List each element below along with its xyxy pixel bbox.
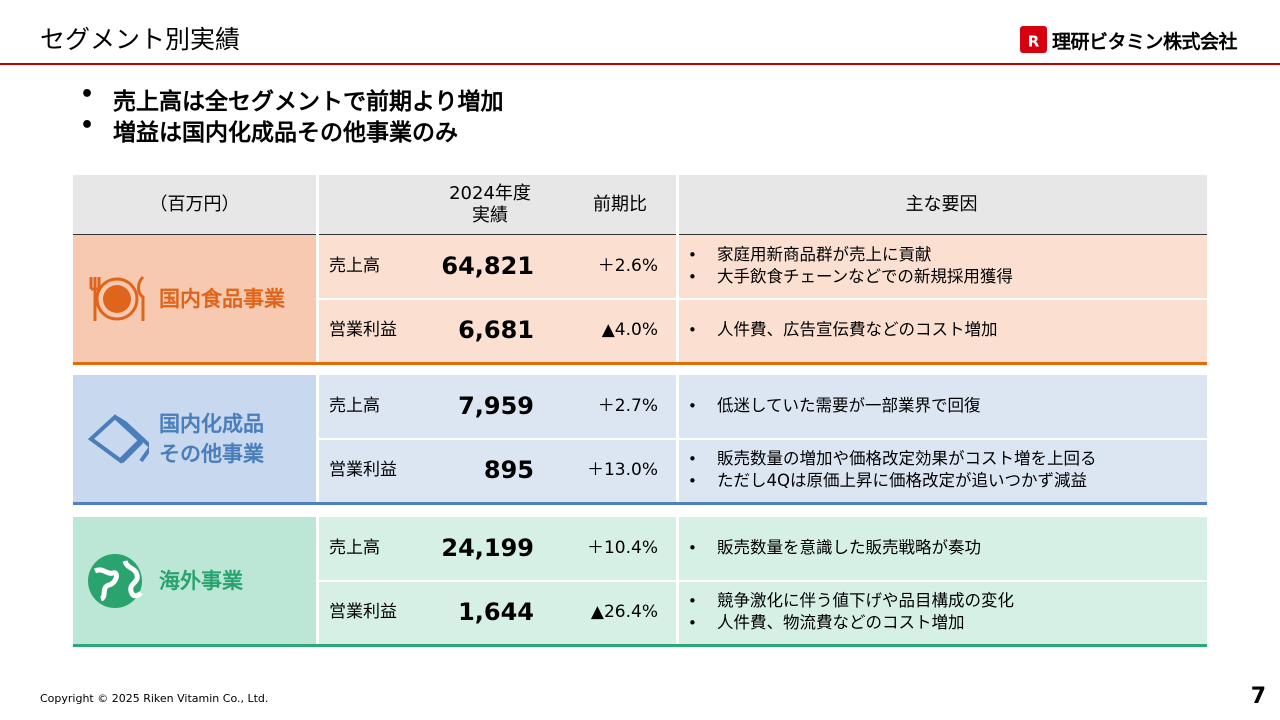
cell-divider: [316, 375, 319, 502]
reason-dot: •: [688, 614, 697, 632]
row-label: 売上高: [329, 538, 380, 558]
row-label: 売上高: [329, 396, 380, 416]
row-divider: [319, 298, 1207, 300]
row-value: 895: [483, 456, 534, 484]
row-change: ▲4.0%: [601, 320, 658, 340]
column-header: 実績: [472, 205, 508, 226]
segment-rule: [73, 644, 1207, 647]
row-change: ＋10.4%: [586, 538, 658, 558]
segment-name: 国内食品事業: [159, 286, 285, 311]
segment-name: 国内化成品: [159, 411, 264, 436]
row-divider: [319, 580, 1207, 582]
svg-text:R: R: [1028, 33, 1040, 51]
segment-name-cell: [73, 375, 316, 502]
segment-name: 海外事業: [159, 568, 243, 593]
header-divider: [316, 175, 319, 235]
row-label: 売上高: [329, 256, 380, 276]
header-divider: [676, 175, 679, 235]
segment-rule: [73, 362, 1207, 365]
title-rule: [0, 63, 1280, 65]
segment-icon: [89, 275, 145, 321]
row-change: ▲26.4%: [590, 602, 658, 622]
reason-dot: •: [688, 246, 697, 264]
column-header: 主な要因: [905, 194, 978, 215]
reason-text: 家庭用新商品群が売上に貢献: [717, 245, 932, 264]
logo-text: 理研ビタミン株式会社: [1052, 31, 1238, 53]
bullet-dot: •: [80, 113, 95, 138]
row-change: ＋2.7%: [597, 396, 658, 416]
reason-text: ただし4Qは原価上昇に価格改定が追いつかず減益: [717, 471, 1087, 490]
row-change: ＋13.0%: [586, 460, 658, 480]
row-divider: [319, 438, 1207, 440]
header-bg: [73, 175, 1207, 235]
reason-dot: •: [688, 321, 697, 339]
row-label: 営業利益: [329, 320, 397, 340]
reason-dot: •: [688, 539, 697, 557]
bullet-text: 売上高は全セグメントで前期より増加: [113, 89, 504, 115]
header-rule: [73, 234, 1207, 235]
row-change: ＋2.6%: [597, 256, 658, 276]
reason-text: 大手飲食チェーンなどでの新規採用獲得: [717, 267, 1013, 286]
bullet-text: 増益は国内化成品その他事業のみ: [113, 120, 458, 146]
segment-name: その他事業: [159, 441, 264, 466]
segment-rule: [73, 502, 1207, 505]
segment-icon: [88, 553, 143, 608]
reason-dot: •: [688, 592, 697, 610]
row-value: 7,959: [458, 392, 534, 420]
reason-text: 人件費、広告宣伝費などのコスト増加: [717, 320, 998, 339]
row-value: 24,199: [441, 534, 534, 562]
copyright: Copyright © 2025 Riken Vitamin Co., Ltd.: [40, 692, 269, 705]
column-header: （百万円）: [149, 194, 240, 215]
reason-dot: •: [688, 268, 697, 286]
reason-text: 人件費、物流費などのコスト増加: [717, 613, 965, 632]
slide-title: セグメント別実績: [40, 25, 241, 54]
page-number: 7: [1250, 684, 1266, 709]
reason-text: 販売数量を意識した販売戦略が奏功: [717, 538, 981, 557]
row-value: 64,821: [441, 252, 534, 280]
row-label: 営業利益: [329, 602, 397, 622]
row-label: 営業利益: [329, 460, 397, 480]
bullet-dot: •: [80, 82, 95, 107]
column-header: 2024年度: [449, 183, 531, 204]
reason-text: 競争激化に伴う値下げや品目構成の変化: [717, 591, 1014, 610]
reason-dot: •: [688, 397, 697, 415]
cell-divider: [316, 517, 319, 644]
reason-dot: •: [688, 472, 697, 490]
column-header: 前期比: [593, 194, 647, 215]
cell-divider: [316, 235, 319, 362]
reason-text: 低迷していた需要が一部業界で回復: [717, 396, 981, 415]
reason-dot: •: [688, 450, 697, 468]
segment-icon: [87, 413, 149, 464]
row-value: 6,681: [458, 316, 534, 344]
reason-text: 販売数量の増加や価格改定効果がコスト増を上回る: [717, 449, 1097, 468]
logo-icon: R: [1020, 26, 1047, 53]
row-value: 1,644: [458, 598, 534, 626]
